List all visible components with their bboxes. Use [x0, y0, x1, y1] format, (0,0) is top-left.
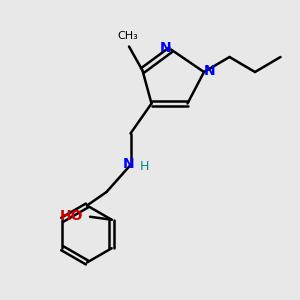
- Text: N: N: [123, 157, 135, 170]
- Text: N: N: [204, 64, 215, 77]
- Text: H: H: [139, 160, 149, 173]
- Text: CH₃: CH₃: [117, 31, 138, 41]
- Text: N: N: [160, 41, 171, 55]
- Text: HO: HO: [60, 209, 83, 223]
